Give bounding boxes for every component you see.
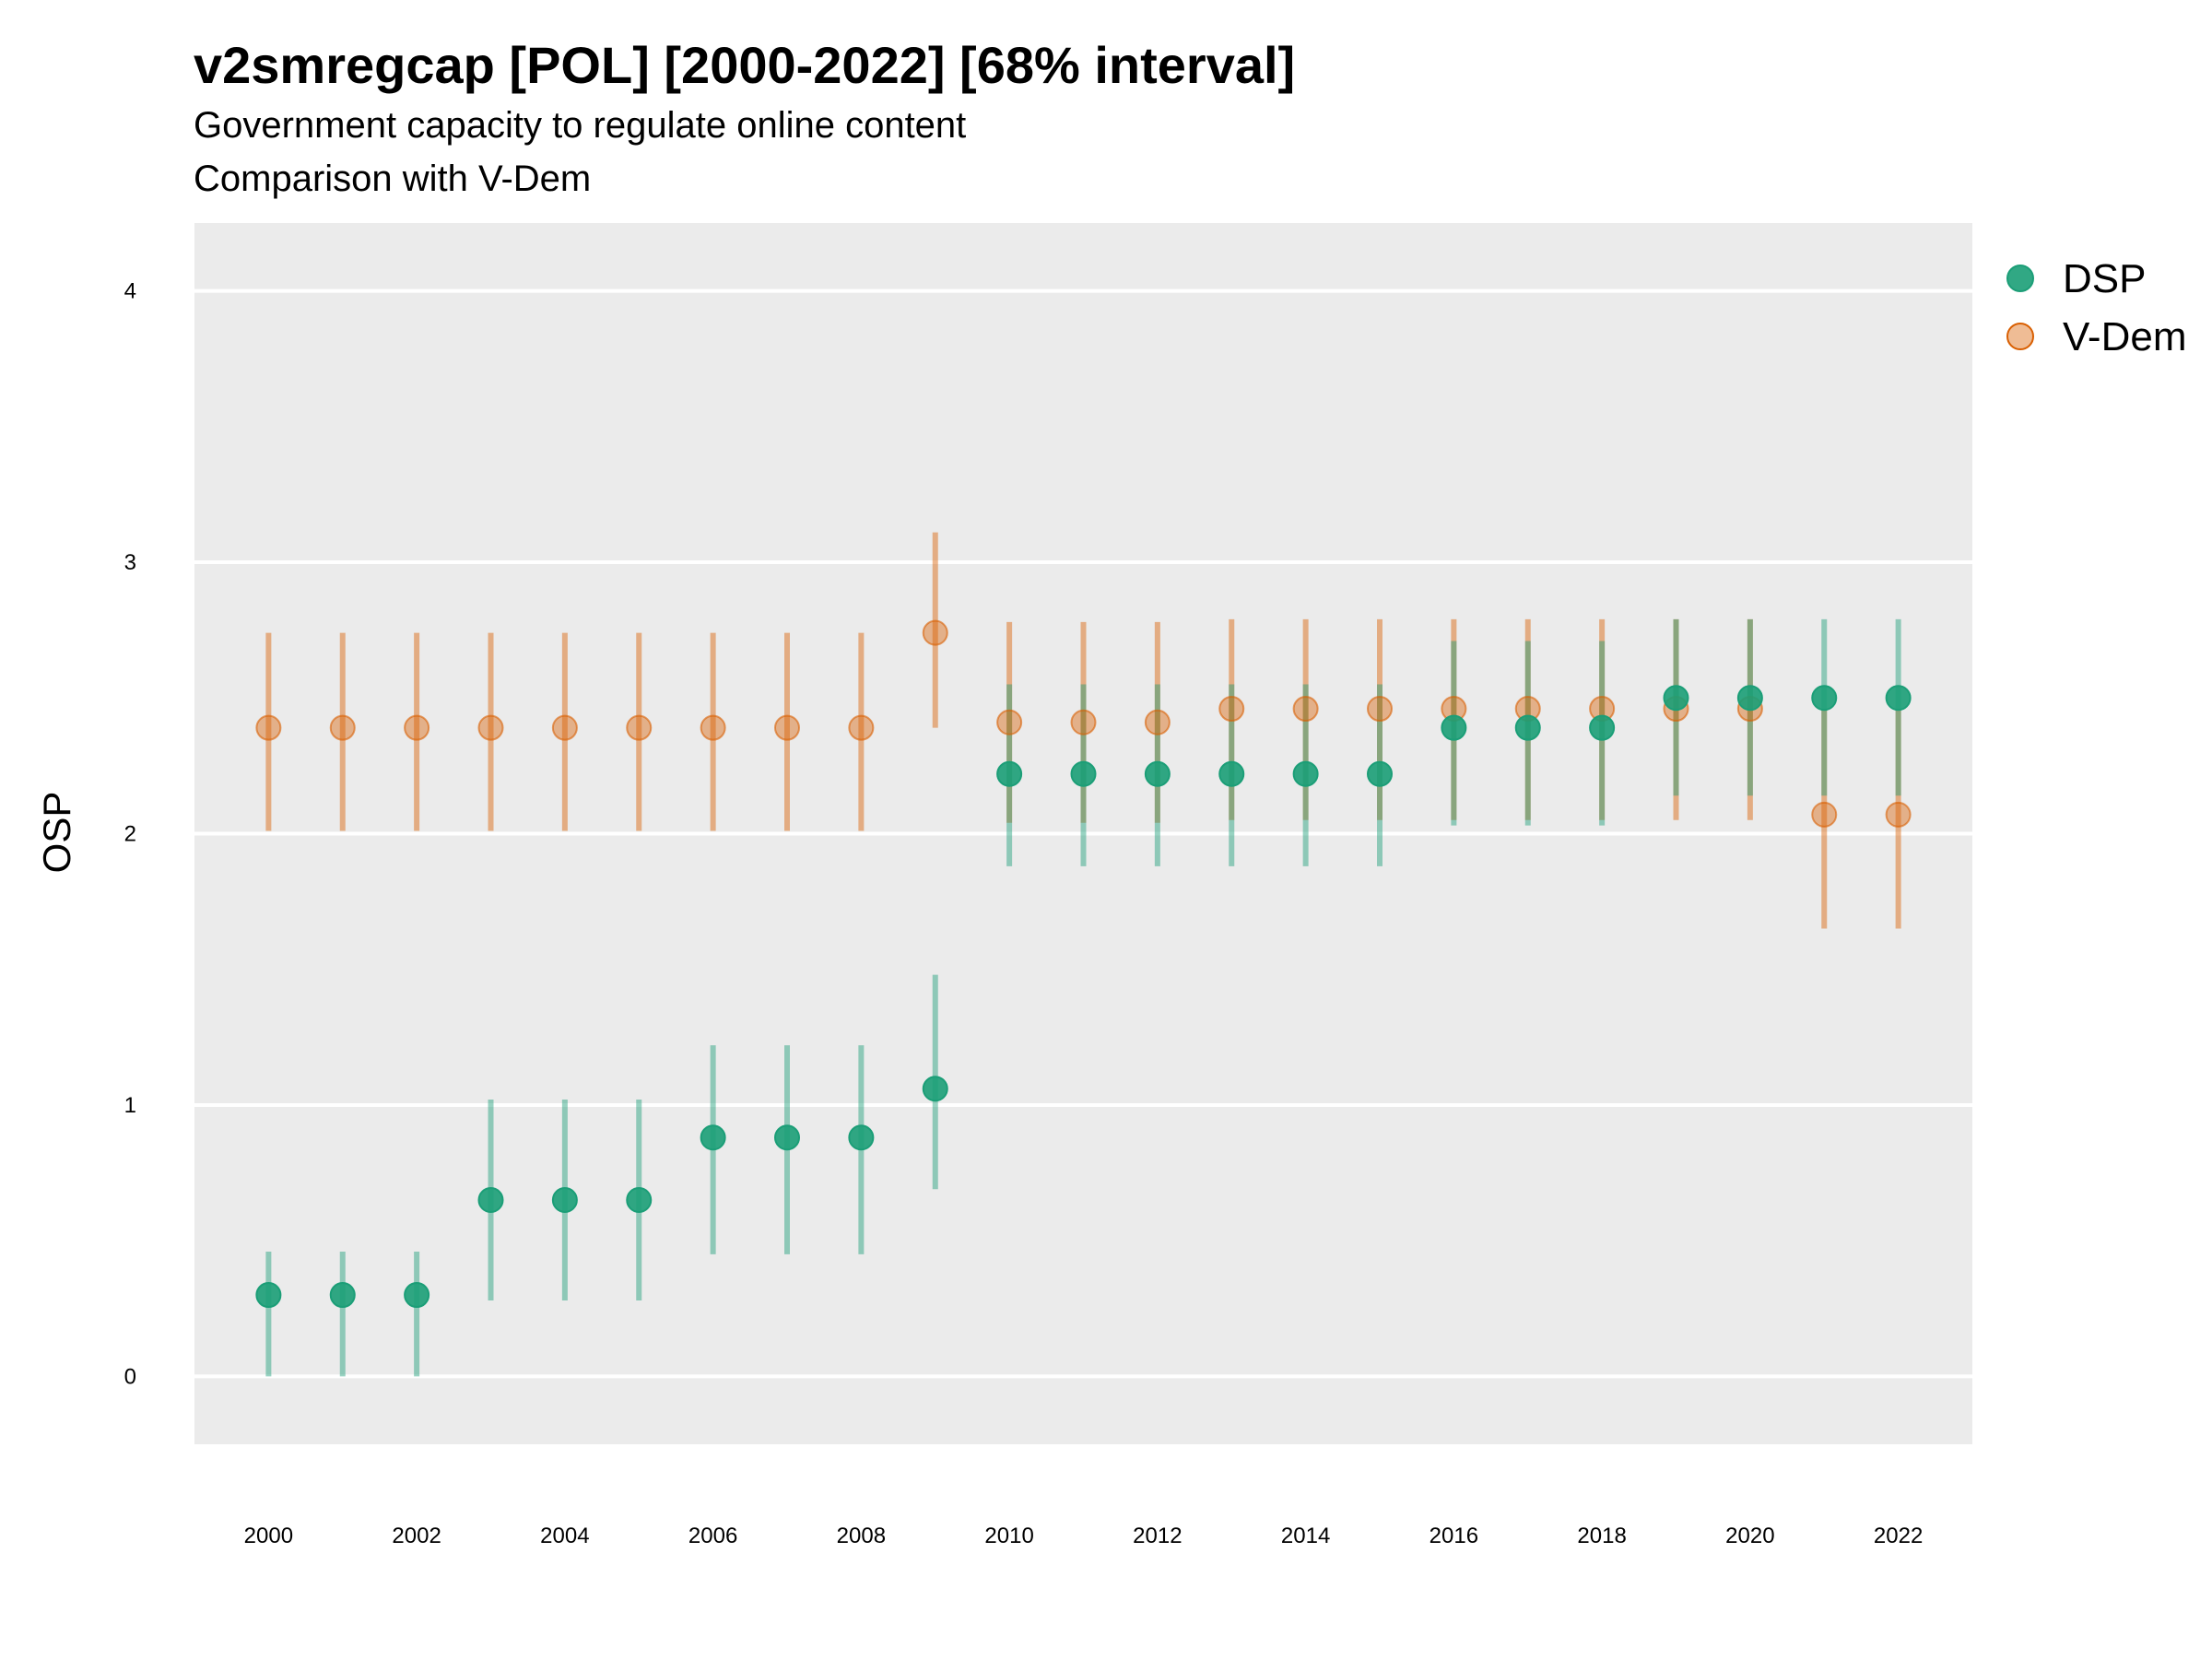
- axis-ticks: 0 1 2 3 4 2000 2002 2004 2006 2008 2010 2012 2014 201…: [124, 279, 1924, 1548]
- data-point-v-dem: [1367, 696, 1393, 723]
- data-point-v-dem: [404, 714, 430, 741]
- data-point-dsp: [1441, 714, 1467, 741]
- legend-key-dsp: [2006, 265, 2034, 292]
- chart-title: v2smregcap [POL] [2000-2022] [68% interv…: [194, 36, 1296, 94]
- data-point-dsp: [1589, 714, 1616, 741]
- chart-subtitle: Government capacity to regulate online c…: [194, 105, 967, 146]
- chart-caption: Comparison with V-Dem: [194, 159, 592, 199]
- data-point-v-dem: [996, 709, 1023, 735]
- data-point-v-dem: [626, 714, 653, 741]
- y-tick-label: 2: [124, 822, 136, 847]
- data-point-dsp: [1514, 714, 1541, 741]
- data-point-dsp: [774, 1124, 800, 1151]
- legend-key-v-dem: [2006, 323, 2034, 350]
- data-point-v-dem: [774, 714, 800, 741]
- x-tick-label: 2018: [1577, 1524, 1626, 1548]
- data-point-v-dem: [1218, 696, 1245, 723]
- x-tick-label: 2002: [392, 1524, 441, 1548]
- data-point-v-dem: [848, 714, 875, 741]
- data-point-dsp: [922, 1076, 948, 1102]
- data-point-v-dem: [477, 714, 504, 741]
- data-point-dsp: [1218, 760, 1245, 787]
- data-point-dsp: [1736, 685, 1763, 712]
- data-point-dsp: [1367, 760, 1393, 787]
- data-point-v-dem: [551, 714, 578, 741]
- y-tick-label: 4: [124, 279, 136, 304]
- data-point-v-dem: [1070, 709, 1097, 735]
- legend-label-dsp: DSP: [2063, 256, 2146, 301]
- data-point-dsp: [700, 1124, 726, 1151]
- legend: DSP V-Dem: [2006, 256, 2186, 359]
- data-point-dsp: [477, 1187, 504, 1213]
- data-point-dsp: [255, 1282, 282, 1309]
- data-point-dsp: [1292, 760, 1319, 787]
- data-point-v-dem: [329, 714, 356, 741]
- data-point-v-dem: [1811, 801, 1838, 828]
- x-tick-label: 2016: [1430, 1524, 1478, 1548]
- data-point-dsp: [996, 760, 1023, 787]
- y-tick-label: 0: [124, 1364, 136, 1389]
- data-point-v-dem: [1885, 801, 1912, 828]
- x-tick-label: 2022: [1874, 1524, 1923, 1548]
- data-point-v-dem: [1292, 696, 1319, 723]
- x-tick-label: 2014: [1281, 1524, 1330, 1548]
- data-point-dsp: [626, 1187, 653, 1213]
- data-point-dsp: [1885, 685, 1912, 712]
- data-point-dsp: [329, 1282, 356, 1309]
- data-point-dsp: [1070, 760, 1097, 787]
- x-tick-label: 2020: [1725, 1524, 1774, 1548]
- y-tick-label: 3: [124, 550, 136, 575]
- data-point-dsp: [551, 1187, 578, 1213]
- data-point-dsp: [1663, 685, 1689, 712]
- y-axis-label: OSP: [35, 792, 78, 874]
- y-tick-label: 1: [124, 1093, 136, 1118]
- data-point-v-dem: [1144, 709, 1171, 735]
- x-tick-label: 2006: [688, 1524, 737, 1548]
- grid-lines: [194, 288, 1972, 1379]
- x-tick-label: 2004: [540, 1524, 589, 1548]
- data-point-v-dem: [700, 714, 726, 741]
- data-point-v-dem: [922, 619, 948, 646]
- data-point-dsp: [848, 1124, 875, 1151]
- x-tick-label: 2000: [244, 1524, 293, 1548]
- data-point-dsp: [404, 1282, 430, 1309]
- data-point-dsp: [1811, 685, 1838, 712]
- legend-label-v-dem: V-Dem: [2063, 314, 2186, 359]
- data-point-v-dem: [255, 714, 282, 741]
- x-tick-label: 2012: [1133, 1524, 1182, 1548]
- x-tick-label: 2010: [984, 1524, 1033, 1548]
- data-point-dsp: [1144, 760, 1171, 787]
- x-tick-label: 2008: [837, 1524, 886, 1548]
- data-points: [255, 619, 1912, 1309]
